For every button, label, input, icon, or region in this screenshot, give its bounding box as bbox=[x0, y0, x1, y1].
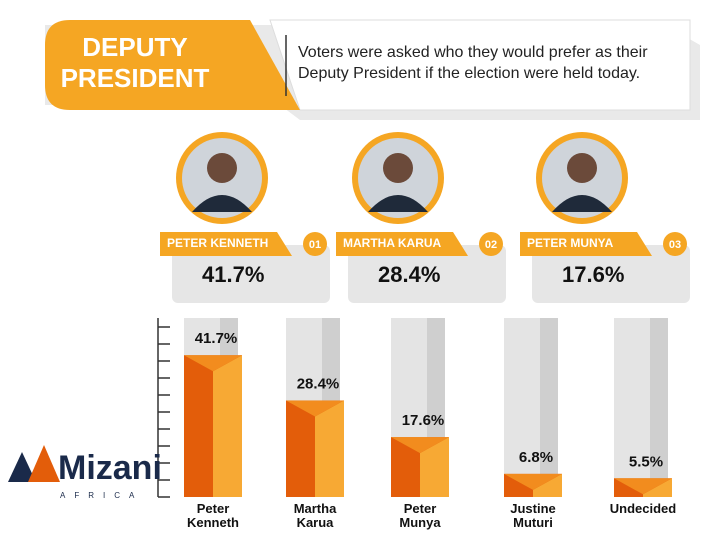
card-number: 03 bbox=[669, 239, 681, 251]
card-number: 02 bbox=[485, 239, 497, 251]
subtitle: Voters were asked who they would prefer … bbox=[298, 44, 648, 82]
title: DEPUTY PRESIDENT bbox=[61, 32, 210, 93]
value-label: 41.7% bbox=[195, 330, 238, 347]
title-banner bbox=[45, 20, 300, 110]
name-tag bbox=[160, 232, 292, 256]
value-label: 28.4% bbox=[297, 375, 340, 392]
name-tag bbox=[520, 232, 652, 256]
bar-side bbox=[420, 437, 449, 497]
card bbox=[172, 245, 330, 303]
x-tick-label: Undecided bbox=[610, 501, 677, 516]
name-tag bbox=[336, 232, 468, 256]
card-number: 01 bbox=[309, 239, 321, 251]
photo-body bbox=[192, 195, 252, 212]
card-name: MARTHA KARUA bbox=[343, 236, 442, 250]
card-value: 41.7% bbox=[202, 262, 264, 287]
card bbox=[348, 245, 506, 303]
photo-body bbox=[552, 195, 612, 212]
value-label: 5.5% bbox=[629, 453, 663, 470]
bar-side bbox=[213, 355, 242, 497]
x-tick-label: Justine Muturi bbox=[510, 501, 556, 530]
subtitle-box bbox=[269, 19, 691, 111]
x-tick-label: Peter Kenneth bbox=[187, 501, 239, 530]
bg-column-side bbox=[650, 318, 668, 497]
bar-side bbox=[643, 478, 672, 497]
value-label: 6.8% bbox=[519, 449, 553, 466]
badge bbox=[663, 232, 687, 256]
x-tick-label: Peter Munya bbox=[399, 501, 441, 530]
card bbox=[532, 245, 690, 303]
bar-top bbox=[184, 355, 242, 372]
photo-body bbox=[368, 195, 428, 212]
photo-head bbox=[207, 153, 237, 183]
subtitle-wrap: Voters were asked who they would prefer … bbox=[298, 44, 648, 82]
photo-head bbox=[567, 153, 597, 183]
x-tick-label: Martha Karua bbox=[294, 501, 337, 530]
bar-top bbox=[614, 478, 672, 495]
bar-top bbox=[391, 437, 449, 454]
badge bbox=[303, 232, 327, 256]
bar-top bbox=[286, 400, 344, 417]
bar-side bbox=[533, 473, 562, 497]
photo-head bbox=[383, 153, 413, 183]
card-value: 28.4% bbox=[378, 262, 440, 287]
card-name: PETER KENNETH bbox=[167, 236, 268, 250]
logo-name: Mizani bbox=[58, 449, 162, 487]
bar-top bbox=[504, 473, 562, 490]
bg-column-side bbox=[540, 318, 558, 497]
logo: Mizani AFRICA bbox=[8, 445, 162, 500]
card-value: 17.6% bbox=[562, 262, 624, 287]
badge bbox=[479, 232, 503, 256]
logo-sub: AFRICA bbox=[60, 491, 143, 500]
bar-side bbox=[315, 400, 344, 497]
value-label: 17.6% bbox=[402, 412, 445, 429]
card-name: PETER MUNYA bbox=[527, 236, 614, 250]
